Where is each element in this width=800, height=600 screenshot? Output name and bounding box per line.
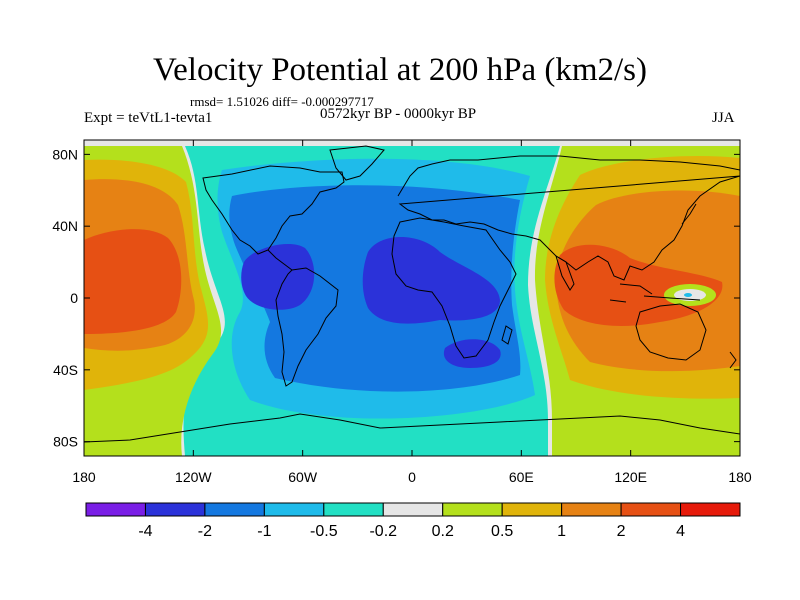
colorbar-swatch [85,502,146,517]
colorbar-swatch [620,502,682,517]
season-label: JJA [712,110,735,126]
coast-north-america [202,165,345,255]
coastlines [84,145,740,443]
coast-eurasia [397,155,740,281]
lon-tick-label: 120W [175,469,212,485]
coast-maritime-continent [609,283,701,303]
lon-tick-label: 60W [288,469,318,485]
coast-africa [391,217,517,359]
pos-east-inner-neg [684,293,692,297]
colorbar-swatch [204,502,265,517]
colorbar-label: 1 [557,523,566,540]
colorbar: -4 -2 -1 -0.5 -0.2 0.2 0.5 1 2 4 [85,502,741,540]
colorbar-label: -1 [257,523,271,540]
longitude-axis: 180 120W 60W 0 60E 120E 180 [72,140,752,485]
colorbar-label: 0.2 [432,523,454,540]
lon-tick-label: 180 [728,469,752,485]
lon-tick-label: 180 [72,469,96,485]
lon-tick-label: 0 [408,469,416,485]
lon-tick-label: 60E [509,469,534,485]
period-label: 0572kyr BP - 0000kyr BP [320,106,477,122]
lat-tick-label: 40N [52,218,78,234]
coast-greenland [329,145,385,181]
lat-tick-label: 40S [53,362,78,378]
map-field [84,140,740,456]
lat-tick-label: 0 [70,290,78,306]
colorbar-swatch [382,502,444,517]
coast-new-zealand [729,351,737,369]
colorbar-swatch [144,502,206,517]
coast-madagascar [501,325,513,345]
colorbar-swatch [561,502,622,517]
negative-max-africa [362,237,500,324]
latitude-axis: 80N 40N 0 40S 80S [52,146,740,450]
coast-central-america [267,249,293,271]
lon-tick-label: 120E [614,469,647,485]
colorbar-label: 4 [676,523,685,540]
negative-max-americas [241,243,315,310]
colorbar-label: -2 [198,523,212,540]
colorbar-label: -0.5 [310,523,338,540]
coast-japan [681,203,697,225]
colorbar-swatch [442,502,503,517]
colorbar-swatch [501,502,563,517]
colorbar-label: -0.2 [369,523,397,540]
lat-tick-label: 80N [52,146,78,162]
colorbar-label: 2 [617,523,626,540]
colorbar-label: 0.5 [491,523,513,540]
plot-title: Velocity Potential at 200 hPa (km2/s) [152,52,648,88]
lat-tick-label: 80S [53,434,78,450]
colorbar-swatch [680,502,741,517]
coast-australia [635,303,707,361]
negative-max-south-africa [443,339,501,368]
rmsd-diff-label: rmsd= 1.51026 diff= -0.000297717 [190,94,374,109]
colorbar-swatch [323,502,384,517]
coast-indian-subcontinent [555,254,575,291]
colorbar-label: -4 [138,523,152,540]
experiment-label: Expt = teVtL1-tevta1 [84,110,213,126]
coast-south-america [275,267,339,387]
colorbar-swatch [263,502,325,517]
positive-west-max [84,229,182,334]
coast-antarctica [84,413,740,443]
